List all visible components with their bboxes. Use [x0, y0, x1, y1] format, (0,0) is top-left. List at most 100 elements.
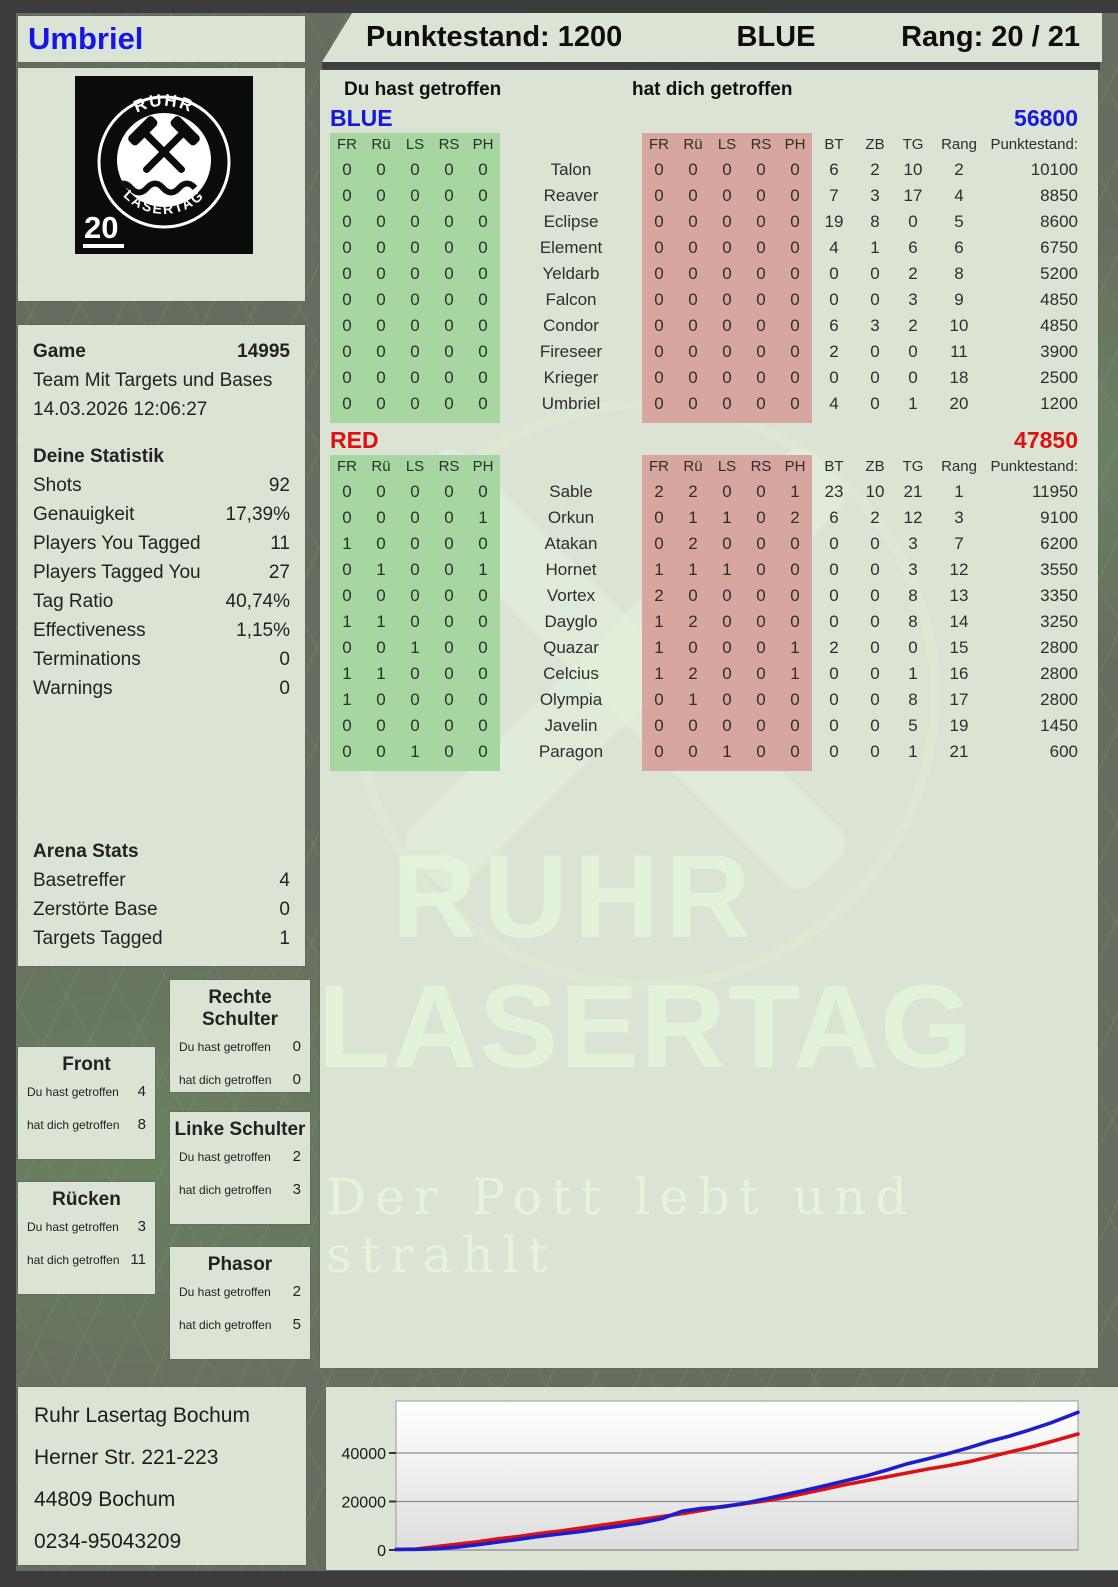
them-hit-cell: 0 — [722, 534, 732, 553]
them-hit-cell: 0 — [756, 508, 766, 527]
player-name-cell: Sable — [549, 482, 593, 501]
team-total: 47850 — [1014, 427, 1078, 453]
them-hit-cell: 1 — [654, 664, 664, 683]
col-header: RS — [438, 458, 460, 475]
logo-badge-number: 20 — [83, 212, 125, 248]
team-tables: BLUE 56800 FR Rü LS RS PH FR Rü LS RS PH BT ZB TG Rang P… — [320, 104, 1098, 771]
you-hit-cell: 0 — [410, 690, 420, 709]
team-total: 56800 — [1014, 105, 1078, 131]
player-name-cell: Element — [539, 238, 603, 257]
them-hit-header: hat dich getroffen — [632, 79, 793, 100]
address-line: 0234-95043209 — [34, 1530, 182, 1553]
you-hit-cell: 1 — [410, 638, 420, 657]
them-hit-cell: 0 — [722, 716, 732, 735]
them-hit-cell: 0 — [654, 238, 664, 257]
you-hit-cell: 0 — [410, 586, 420, 605]
zb-cell: 3 — [870, 316, 880, 335]
them-hit-cell: 0 — [756, 186, 766, 205]
table-row: 0 0 0 0 0 Umbriel 0 0 0 0 0 4 0 1 20 1200 — [320, 391, 1098, 417]
them-value: 8 — [137, 1116, 146, 1133]
them-hit-cell: 1 — [790, 482, 800, 501]
tg-cell: 17 — [903, 186, 923, 205]
bt-cell: 0 — [829, 368, 839, 387]
them-hit-cell: 0 — [654, 368, 664, 387]
table-row: 0 0 0 0 0 Sable 2 2 0 0 1 23 10 21 1 11950 — [320, 479, 1098, 505]
stat-row: Tag Ratio 40,74% — [33, 587, 290, 616]
table-row: 0 1 0 0 1 Hornet 1 1 1 0 0 0 0 3 12 3550 — [320, 557, 1098, 583]
header-team: BLUE — [736, 21, 816, 53]
header-player-panel: Umbriel — [18, 16, 305, 62]
score-progression-chart: 0 20000 40000 — [342, 1400, 1080, 1560]
rang-cell: 12 — [949, 560, 969, 579]
you-hit-cell: 0 — [444, 690, 454, 709]
table-row: 0 0 1 0 0 Quazar 1 0 0 0 1 2 0 0 15 2800 — [320, 635, 1098, 661]
col-header: Punktestand: — [990, 458, 1078, 475]
them-value: 3 — [292, 1181, 301, 1198]
zb-cell: 0 — [870, 742, 880, 761]
table-row: 0 0 0 0 0 Condor 0 0 0 0 0 6 3 2 10 4850 — [320, 313, 1098, 339]
col-header: PH — [472, 458, 494, 475]
rang-cell: 4 — [954, 186, 964, 205]
you-hit-cell: 0 — [410, 290, 420, 309]
player-name-cell: Reaver — [543, 186, 599, 205]
you-hit-cell: 1 — [342, 534, 352, 553]
zb-cell: 3 — [870, 186, 880, 205]
player-name-cell: Umbriel — [541, 394, 601, 413]
you-hit-cell: 0 — [478, 316, 488, 335]
table-row: 0 0 0 0 0 Javelin 0 0 0 0 0 0 0 5 19 1450 — [320, 713, 1098, 739]
you-hit-cell: 0 — [342, 508, 352, 527]
player-name-cell: Vortex — [546, 586, 596, 605]
col-header: FR — [337, 136, 357, 153]
logo-panel: RUHR LASERTAG 20 — [18, 68, 305, 301]
them-hit-cell: 0 — [722, 482, 732, 501]
you-hit-cell: 0 — [342, 186, 352, 205]
them-hit-cell: 0 — [688, 160, 698, 179]
watermark-lasertag: LASERTAG — [320, 961, 975, 1093]
tg-cell: 8 — [908, 586, 918, 605]
you-hit-cell: 0 — [410, 664, 420, 683]
rang-cell: 3 — [954, 508, 964, 527]
bt-cell: 2 — [829, 342, 839, 361]
you-value: 4 — [137, 1083, 146, 1100]
them-hit-cell: 1 — [790, 664, 800, 683]
col-header: FR — [649, 458, 669, 475]
them-hit-cell: 1 — [654, 638, 664, 657]
you-hit-cell: 0 — [410, 394, 420, 413]
you-label: Du hast getroffen — [27, 1220, 119, 1234]
header-shadow — [322, 62, 1100, 70]
you-hit-cell: 0 — [444, 482, 454, 501]
player-name-cell: Condor — [543, 316, 599, 335]
stats-rows: Shots 92 Genauigkeit 17,39% Players You Tagg… — [33, 471, 290, 703]
them-hit-cell: 1 — [688, 508, 698, 527]
team-name: BLUE — [330, 105, 393, 131]
you-hit-cell: 0 — [342, 394, 352, 413]
you-hit-cell: 0 — [444, 664, 454, 683]
punkte-cell: 6200 — [1040, 534, 1078, 553]
them-hit-cell: 0 — [756, 160, 766, 179]
stat-value: 11 — [270, 533, 290, 554]
player-name-cell: Falcon — [545, 290, 597, 309]
address-line: 44809 Bochum — [34, 1488, 176, 1511]
team-header: BLUE 56800 — [320, 104, 1098, 132]
svg-text:20000: 20000 — [342, 1495, 387, 1512]
you-hit-cell: 0 — [342, 560, 352, 579]
them-hit-cell: 0 — [722, 612, 732, 631]
hitbox-title: Phasor — [207, 1254, 273, 1275]
bt-cell: 4 — [829, 394, 839, 413]
them-hit-cell: 0 — [790, 342, 800, 361]
tg-cell: 3 — [908, 290, 918, 309]
col-header-name — [500, 133, 642, 157]
col-header: Rü — [371, 458, 391, 475]
zb-cell: 2 — [870, 508, 880, 527]
them-hit-cell: 0 — [688, 638, 698, 657]
you-hit-cell: 0 — [342, 238, 352, 257]
them-hit-cell: 0 — [790, 264, 800, 283]
them-hit-cell: 0 — [790, 160, 800, 179]
stat-value: 4 — [279, 870, 290, 891]
punkte-cell: 10100 — [1030, 160, 1078, 179]
them-hit-cell: 0 — [654, 160, 664, 179]
col-header: LS — [405, 136, 425, 153]
punkte-cell: 2800 — [1040, 638, 1078, 657]
you-hit-cell: 0 — [444, 238, 454, 257]
tg-cell: 5 — [908, 716, 918, 735]
